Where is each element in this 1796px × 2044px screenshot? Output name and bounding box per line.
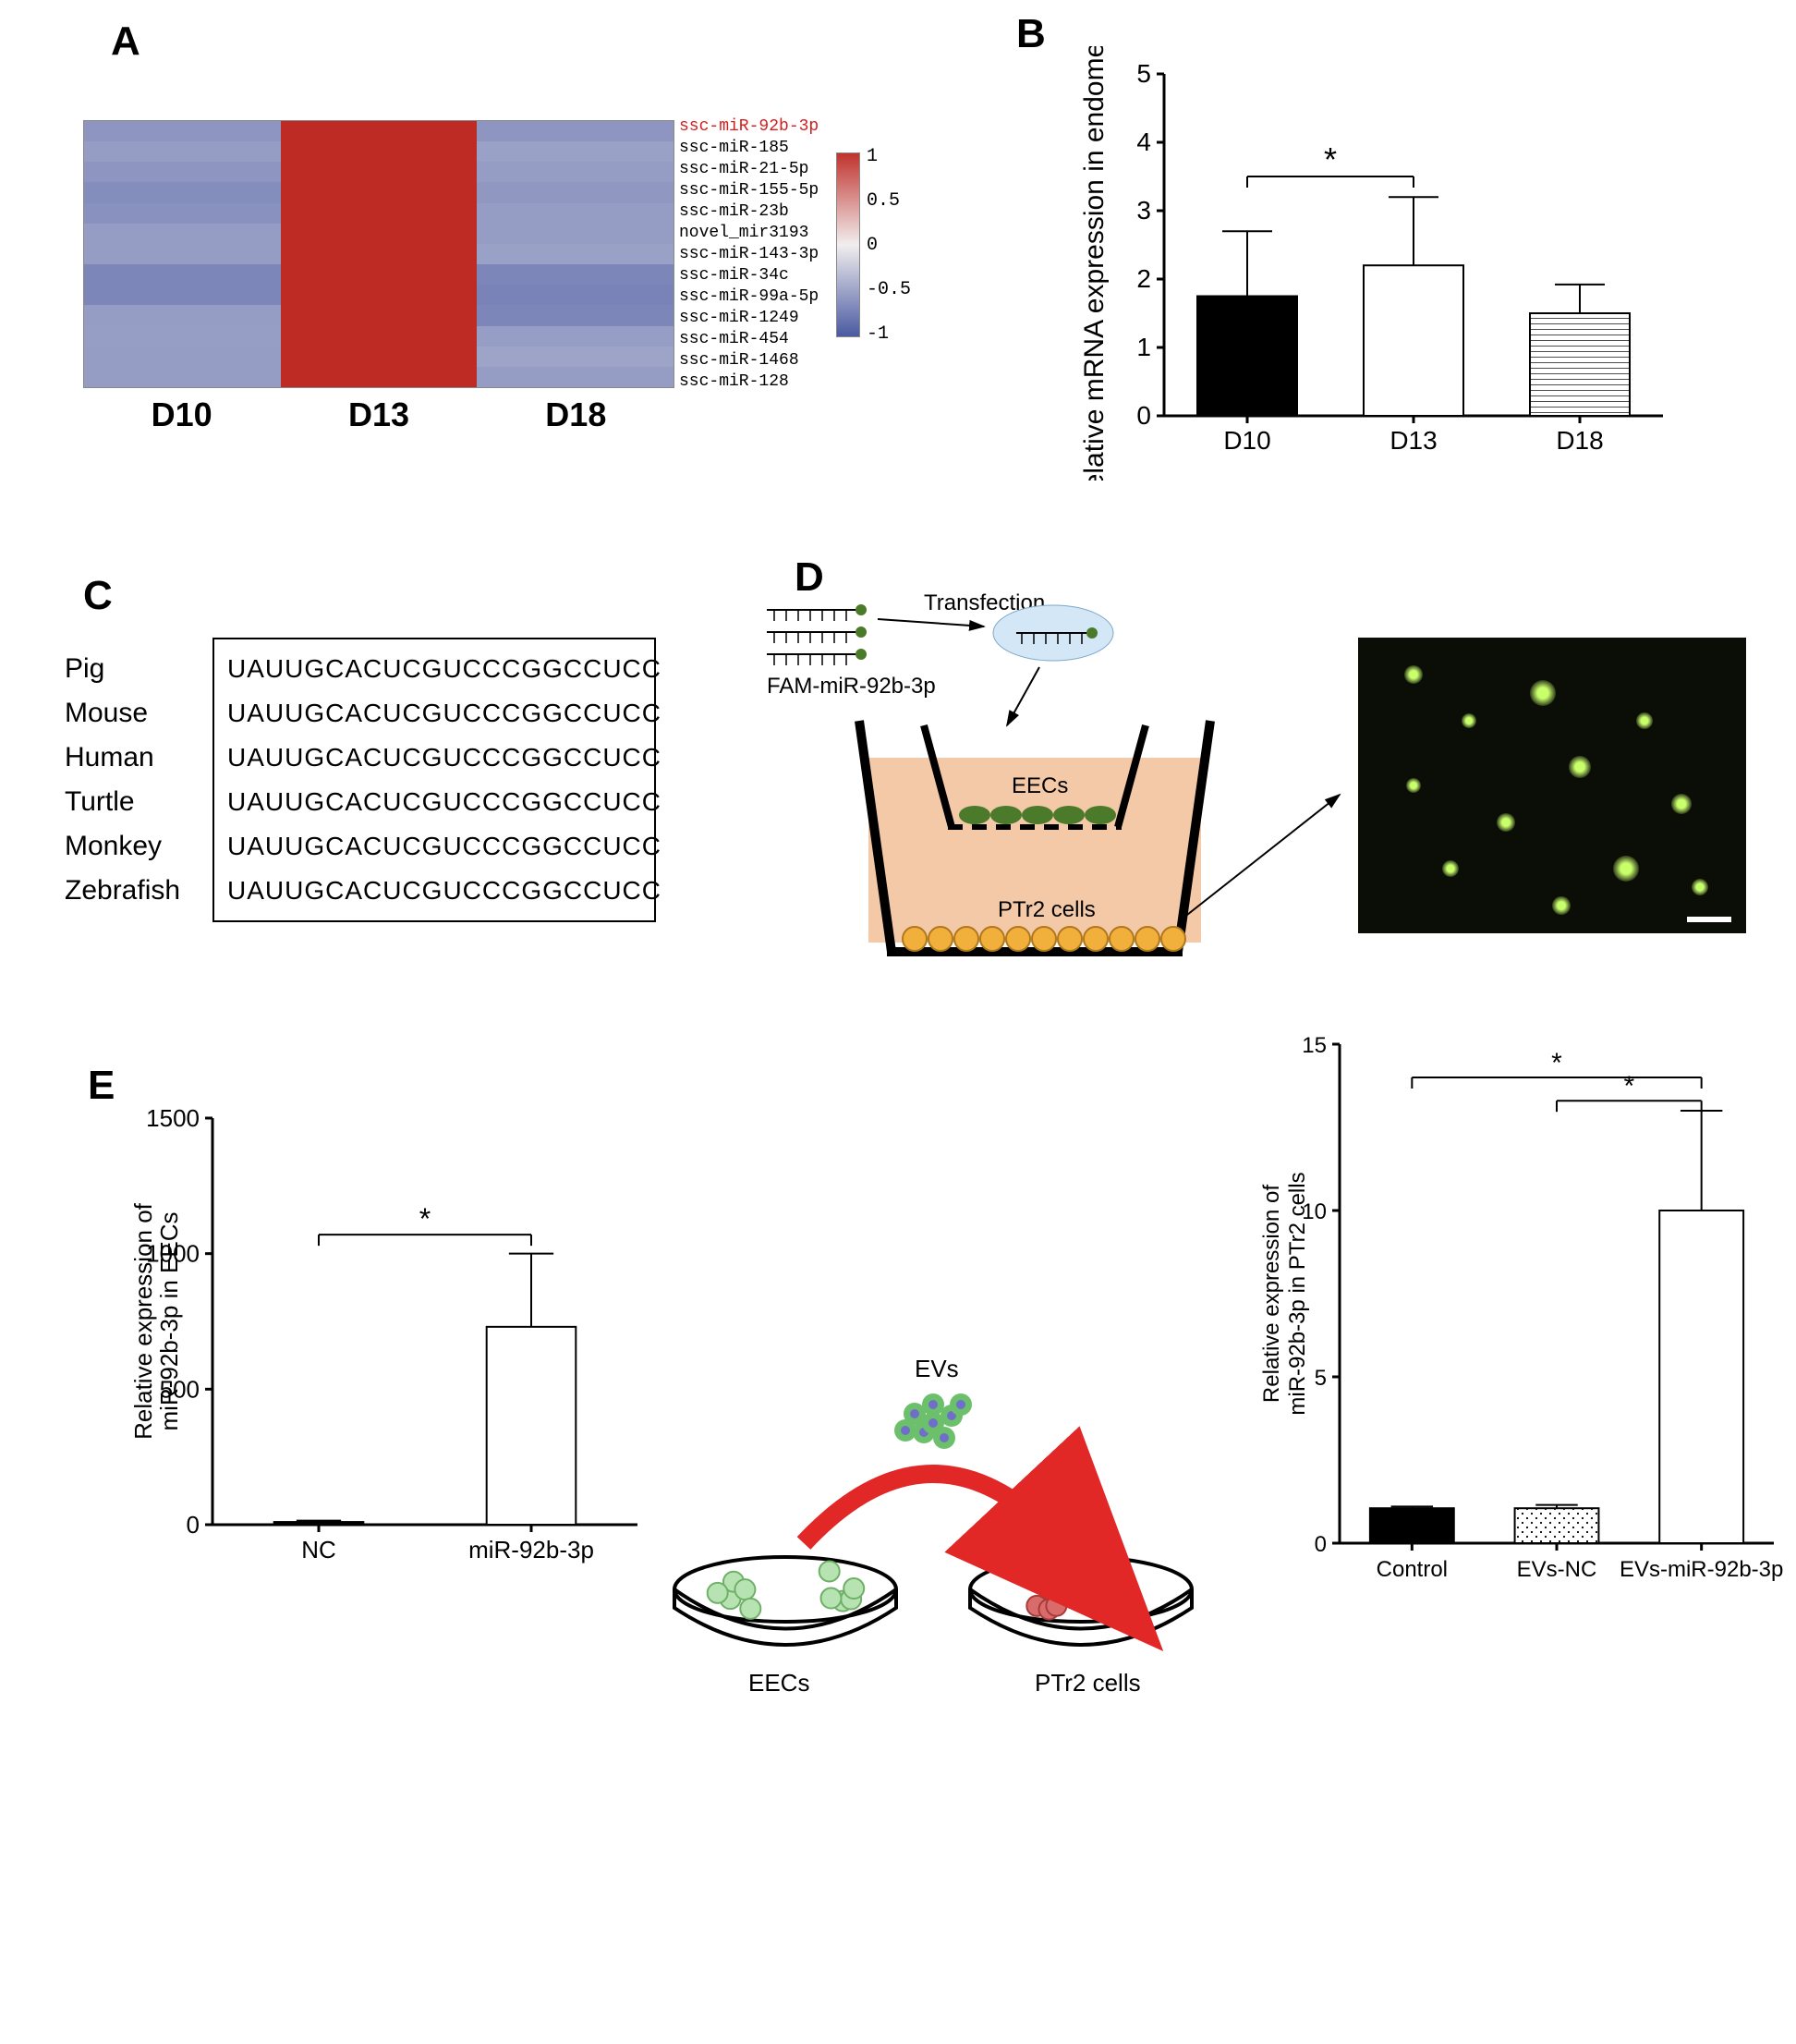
svg-text:D10: D10	[1223, 426, 1270, 455]
svg-text:3: 3	[1136, 196, 1151, 225]
heatmap-colorbar	[836, 152, 860, 337]
sequence-alignment: PigMouseHumanTurtleMonkeyZebrafish UAUUG…	[65, 638, 730, 922]
svg-text:D18: D18	[1556, 426, 1603, 455]
heatmap-row-labels: ssc-miR-92b-3pssc-miR-185ssc-miR-21-5pss…	[679, 118, 819, 390]
scale-bar	[1687, 917, 1731, 922]
svg-text:1: 1	[1136, 333, 1151, 361]
barchart-b: 0 1 2 3 4 5 Relative mRNA expression in endome…	[1081, 46, 1672, 481]
panel-label-e: E	[88, 1063, 115, 1109]
svg-text:*: *	[1623, 1071, 1634, 1101]
svg-text:*: *	[419, 1202, 431, 1235]
svg-text:Relative expression of: Relative expression of	[1259, 1185, 1284, 1403]
microscopy-image	[1358, 638, 1746, 933]
svg-text:EVs-NC: EVs-NC	[1517, 1557, 1597, 1582]
svg-text:Control: Control	[1377, 1557, 1448, 1582]
transfection-schematic: FAM-miR-92b-3pTransfectionEECsPTr2 cells	[748, 582, 1349, 970]
svg-text:miR-92b-3p: miR-92b-3p	[468, 1536, 594, 1563]
sequence-species-labels: PigMouseHumanTurtleMonkeyZebrafish	[65, 647, 180, 913]
panel-label-b: B	[1016, 11, 1046, 57]
svg-text:FAM-miR-92b-3p: FAM-miR-92b-3p	[767, 674, 936, 699]
svg-text:Relative mRNA expression in en: Relative mRNA expression in endometrium	[1081, 46, 1110, 481]
svg-text:miR-92b-3p in PTr2 cells: miR-92b-3p in PTr2 cells	[1285, 1172, 1310, 1415]
svg-text:0: 0	[1315, 1532, 1327, 1557]
heatmap	[83, 120, 674, 388]
svg-text:PTr2 cells: PTr2 cells	[1035, 1669, 1141, 1697]
svg-text:EVs-miR-92b-3p: EVs-miR-92b-3p	[1620, 1557, 1783, 1582]
svg-text:4: 4	[1136, 128, 1151, 156]
svg-text:EVs: EVs	[915, 1355, 959, 1382]
panel-label-a: A	[111, 18, 140, 65]
svg-text:0: 0	[187, 1511, 200, 1539]
sequence-box: UAUUGCACUCGUCCCGGCCUCCUAUUGCACUCGUCCCGGC…	[212, 638, 656, 922]
svg-text:Relative expression of: Relative expression of	[129, 1202, 157, 1440]
barchart-e-right: 051015Relative expression ofmiR-92b-3p i…	[1256, 1016, 1783, 1608]
svg-text:0: 0	[1136, 401, 1151, 430]
svg-text:5: 5	[1315, 1366, 1327, 1391]
svg-text:*: *	[1551, 1048, 1562, 1078]
barchart-e-left: 050010001500Relative expression ofmiR-92…	[129, 1090, 647, 1589]
svg-text:NC: NC	[301, 1536, 336, 1563]
svg-text:*: *	[1324, 140, 1337, 178]
svg-text:miR-92b-3p in EECs: miR-92b-3p in EECs	[155, 1212, 183, 1431]
svg-text:2: 2	[1136, 264, 1151, 293]
heatmap-col-labels: D10D13D18	[83, 395, 674, 434]
heatmap-colorbar-ticks: 10.50-0.5-1	[867, 146, 911, 345]
svg-text:1500: 1500	[146, 1104, 200, 1132]
svg-text:EECs: EECs	[1012, 773, 1068, 798]
panel-label-c: C	[83, 573, 113, 619]
svg-text:15: 15	[1302, 1033, 1327, 1058]
svg-text:D13: D13	[1389, 426, 1437, 455]
svg-text:5: 5	[1136, 59, 1151, 88]
ev-transfer-schematic: EVs EECs PTr2 cells	[647, 1349, 1220, 1709]
svg-text:PTr2 cells: PTr2 cells	[998, 897, 1096, 922]
svg-text:EECs: EECs	[748, 1669, 809, 1697]
